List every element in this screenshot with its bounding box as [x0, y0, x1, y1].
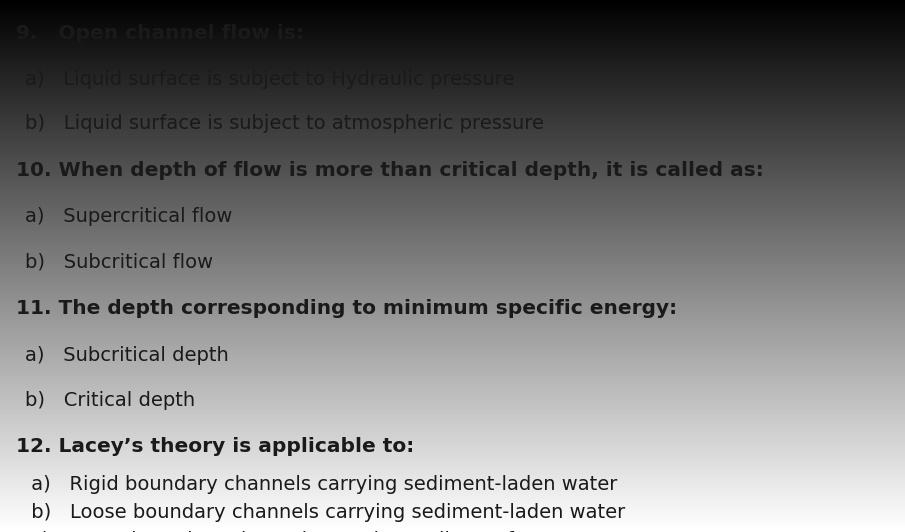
Text: a)   Supercritical flow: a) Supercritical flow [25, 207, 233, 227]
Text: 10. When depth of flow is more than critical depth, it is called as:: 10. When depth of flow is more than crit… [16, 161, 764, 180]
Text: a)   Rigid boundary channels carrying sediment-laden water: a) Rigid boundary channels carrying sedi… [25, 475, 618, 494]
Text: a)   Subcritical depth: a) Subcritical depth [25, 346, 229, 365]
Text: 11. The depth corresponding to minimum specific energy:: 11. The depth corresponding to minimum s… [16, 299, 678, 318]
Text: c)   Loose boundary channels carrying sediment free water: c) Loose boundary channels carrying sedi… [25, 531, 608, 532]
Text: b)   Subcritical flow: b) Subcritical flow [25, 253, 214, 272]
Text: a)   Liquid surface is subject to Hydraulic pressure: a) Liquid surface is subject to Hydrauli… [25, 70, 515, 89]
Text: b)   Liquid surface is subject to atmospheric pressure: b) Liquid surface is subject to atmosphe… [25, 114, 544, 134]
Text: b)   Critical depth: b) Critical depth [25, 391, 195, 410]
Text: 9.   Open channel flow is:: 9. Open channel flow is: [16, 24, 304, 43]
Text: 12. Lacey’s theory is applicable to:: 12. Lacey’s theory is applicable to: [16, 437, 414, 456]
Text: b)   Loose boundary channels carrying sediment-laden water: b) Loose boundary channels carrying sedi… [25, 503, 625, 522]
